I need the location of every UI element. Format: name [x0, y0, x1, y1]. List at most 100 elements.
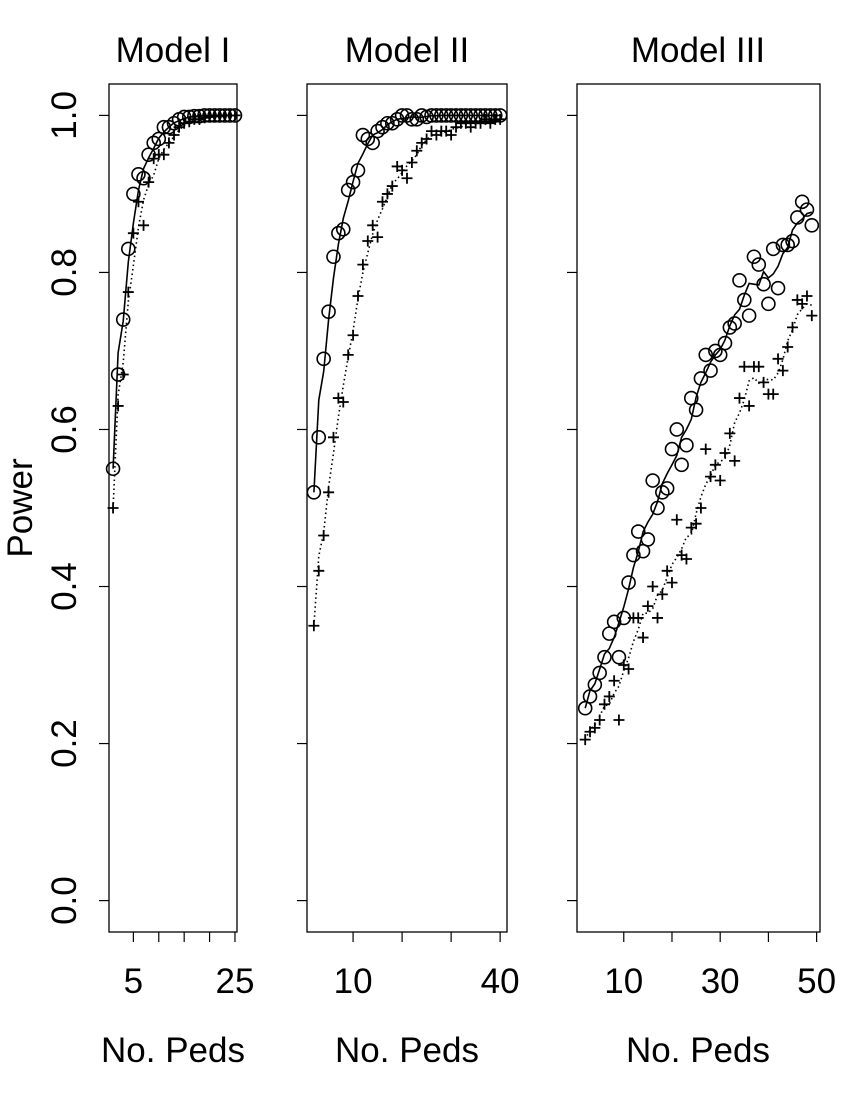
- circle-marker: [756, 276, 771, 292]
- x-tick-label: 25: [215, 962, 254, 1001]
- plus-marker: [738, 361, 750, 373]
- circle-marker: [592, 665, 607, 681]
- circle-marker: [606, 614, 622, 630]
- circle-marker: [799, 202, 815, 217]
- plus-marker: [357, 259, 369, 271]
- circle-marker: [761, 296, 776, 312]
- plus-marker: [183, 116, 195, 128]
- plus-marker: [107, 502, 119, 514]
- panel-model-2: Model II No. Peds 10 40: [297, 31, 520, 1070]
- circle-marker: [717, 335, 733, 351]
- circle-marker: [785, 233, 800, 249]
- plus-marker: [381, 188, 393, 200]
- y-tick-label: 0.0: [45, 876, 84, 925]
- circle-marker: [741, 308, 757, 323]
- plus-marker: [623, 663, 635, 675]
- plus-marker: [608, 675, 620, 687]
- circle-marker: [722, 320, 738, 335]
- circle-marker: [659, 481, 675, 496]
- plus-marker: [695, 502, 707, 514]
- circle-marker: [121, 241, 136, 257]
- plus-marker: [690, 518, 702, 530]
- plus-marker: [376, 196, 388, 208]
- circle-marker: [794, 194, 810, 210]
- panel-model-1: Model I No. Peds 0.0 0.2 0.4 0.6 0.8 1.0 5 25: [45, 31, 254, 1070]
- circle-marker: [424, 108, 439, 123]
- circle-marker: [146, 135, 161, 151]
- plus-marker: [494, 113, 506, 125]
- plus-marker: [178, 117, 190, 129]
- y-tick-label: 1.0: [45, 91, 84, 140]
- plus-marker: [132, 196, 144, 208]
- circle-marker: [306, 484, 322, 500]
- plus-marker: [637, 632, 649, 644]
- plus-marker: [411, 145, 423, 157]
- circle-marker: [703, 363, 718, 378]
- plus-marker: [308, 620, 320, 632]
- circle-marker: [679, 437, 694, 453]
- circle-marker: [151, 131, 167, 147]
- plus-marker: [661, 565, 673, 577]
- plus-marker: [362, 235, 374, 247]
- circle-marker: [429, 108, 444, 123]
- plus-marker: [787, 321, 799, 333]
- plus-marker: [642, 600, 654, 612]
- circle-marker: [765, 241, 781, 257]
- circle-marker: [380, 115, 395, 131]
- circle-marker: [708, 343, 723, 359]
- solid-trend-line: [584, 211, 813, 709]
- circle-marker: [664, 441, 680, 457]
- x-axis-label: No. Peds: [335, 1031, 479, 1070]
- plus-marker: [589, 722, 601, 734]
- plus-marker: [122, 286, 134, 298]
- plus-marker: [347, 329, 359, 341]
- plus-marker: [168, 129, 180, 141]
- plus-marker: [714, 475, 726, 487]
- circle-marker: [698, 347, 714, 363]
- circle-marker: [737, 292, 752, 308]
- circle-marker: [674, 457, 689, 473]
- plus-marker: [229, 109, 241, 121]
- plus-marker: [705, 471, 717, 483]
- circle-marker: [126, 186, 141, 202]
- x-tick-label: 5: [124, 962, 143, 1001]
- plot-frame: [306, 83, 508, 933]
- plus-marker: [445, 129, 457, 141]
- plus-marker: [801, 290, 813, 302]
- plus-marker: [138, 219, 150, 231]
- circle-marker: [780, 237, 795, 253]
- circle-marker: [136, 170, 151, 186]
- y-tick-label: 0.8: [45, 248, 84, 297]
- circle-marker: [355, 127, 371, 143]
- plus-marker: [327, 431, 339, 443]
- plus-marker: [158, 149, 170, 161]
- plus-marker: [143, 176, 155, 188]
- plus-marker: [193, 113, 205, 125]
- plus-marker: [753, 361, 765, 373]
- plus-marker: [421, 133, 433, 145]
- circle-marker: [693, 371, 709, 386]
- circle-marker: [156, 119, 172, 135]
- panel-title: Model III: [631, 31, 765, 70]
- circle-marker: [389, 112, 405, 127]
- x-tick-label: 10: [334, 962, 373, 1001]
- circle-marker: [316, 351, 331, 367]
- plus-marker: [318, 529, 330, 541]
- plot-frame: [108, 83, 238, 933]
- circle-marker: [384, 115, 400, 131]
- plus-marker: [594, 714, 606, 726]
- circle-marker: [655, 484, 670, 500]
- circle-marker: [751, 257, 767, 272]
- plus-marker: [806, 310, 818, 322]
- plus-marker: [767, 388, 779, 400]
- plus-marker: [647, 581, 659, 593]
- circle-marker: [650, 500, 665, 516]
- circle-marker: [630, 524, 646, 539]
- plus-marker: [401, 172, 413, 184]
- circle-marker: [335, 221, 351, 237]
- x-axis-label: No. Peds: [626, 1031, 770, 1070]
- plus-marker: [112, 400, 124, 412]
- x-tick-label: 50: [797, 962, 836, 1001]
- plus-marker: [117, 369, 129, 381]
- plus-marker: [777, 365, 789, 377]
